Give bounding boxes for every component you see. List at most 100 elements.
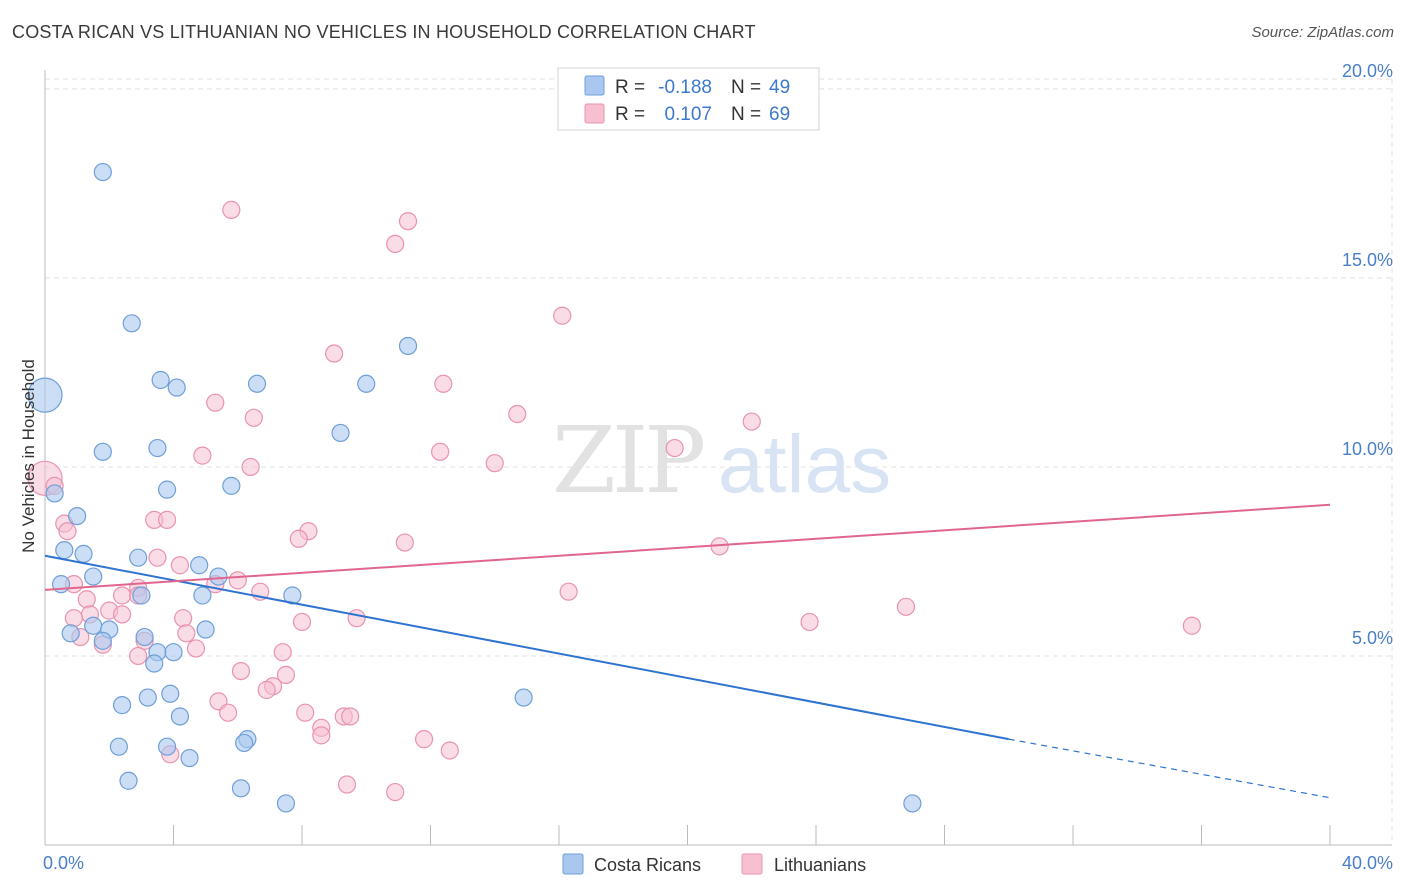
costa-rican-points: [27, 162, 922, 813]
lithuanian-points: [27, 200, 1201, 802]
lithuanian-point: [241, 457, 260, 477]
bottom-legend-label: Costa Ricans: [594, 855, 701, 875]
costa-rican-point: [209, 567, 228, 586]
bottom-legend-swatch-pink: [741, 853, 763, 875]
costa-rican-point: [119, 771, 138, 790]
costa-rican-point: [514, 688, 533, 707]
lithuanian-point: [296, 703, 315, 722]
lithuanian-point: [434, 374, 453, 393]
legend-r-label: R =: [615, 77, 645, 98]
costa-rican-point: [331, 423, 350, 443]
costa-rican-point: [61, 624, 80, 643]
x-tick-label: 0.0%: [43, 853, 84, 873]
costa-rican-point: [84, 616, 103, 635]
lithuanian-point: [896, 597, 916, 616]
y-tick-label: 20.0%: [1342, 61, 1393, 81]
lithuanian-point: [341, 707, 360, 726]
lithuanian-point: [347, 609, 366, 628]
lithuanian-point: [292, 612, 312, 632]
lithuanian-point: [112, 586, 132, 605]
lithuanian-point: [414, 730, 434, 749]
costa-rican-point: [74, 544, 93, 564]
costa-rican-point: [109, 737, 128, 756]
watermark-atlas: atlas: [718, 419, 891, 510]
lithuanian-point: [398, 212, 418, 231]
y-tick-label: 10.0%: [1342, 439, 1393, 459]
x-tick-label: 40.0%: [1342, 853, 1393, 873]
costa-rican-point: [135, 627, 154, 647]
lithuanian-point: [170, 556, 190, 575]
costa-rican-point: [283, 586, 302, 605]
legend-swatch-blue: [584, 75, 605, 96]
lithuanian-point: [553, 306, 572, 325]
lithuanian-point: [289, 529, 308, 548]
axes: 5.0% 10.0% 15.0% 20.0% 0.0% 40.0%: [43, 61, 1393, 873]
costa-rican-point: [193, 586, 212, 605]
costa-rican-point: [164, 643, 183, 662]
lithuanian-point: [665, 438, 684, 458]
costa-rican-point: [235, 733, 254, 753]
y-tick-label: 15.0%: [1342, 250, 1393, 270]
costa-rican-point: [138, 688, 157, 707]
legend-r-value: 0.107: [664, 104, 712, 125]
lithuanian-point: [157, 510, 177, 529]
lithuanian-trend-line: [44, 503, 1331, 591]
costa-rican-point: [170, 707, 190, 726]
costa-rican-point: [132, 586, 151, 605]
legend-swatch-pink: [584, 103, 605, 124]
costa-rican-point: [68, 506, 87, 526]
costa-rican-point: [222, 476, 241, 495]
grid: [45, 78, 1393, 845]
costa-rican-point: [903, 794, 922, 813]
costa-rican-point: [157, 737, 177, 756]
legend-n-label: N =: [731, 104, 761, 125]
lithuanian-point: [228, 571, 247, 590]
costa-rican-point: [276, 794, 296, 813]
chart-title: COSTA RICAN VS LITHUANIAN NO VEHICLES IN…: [12, 22, 756, 42]
costa-rican-point: [247, 374, 267, 393]
y-axis-label: No Vehicles in Household: [19, 359, 38, 553]
lithuanian-point: [257, 680, 276, 700]
lithuanian-point: [219, 703, 238, 722]
lithuanian-point: [222, 200, 241, 219]
costa-rican-point: [84, 567, 103, 586]
costa-rican-point: [231, 779, 251, 798]
series-legend: Costa Ricans Lithuanians: [562, 853, 866, 875]
costa-rican-point: [398, 336, 418, 356]
lithuanian-point: [112, 605, 132, 624]
costa-rican-point: [151, 370, 170, 390]
lithuanian-point: [440, 741, 459, 760]
lithuanian-point: [1182, 616, 1201, 635]
costa-rican-point: [157, 480, 177, 499]
source-label: Source: ZipAtlas.com: [1251, 24, 1394, 41]
lithuanian-point: [325, 344, 344, 363]
costa-rican-point: [122, 314, 141, 333]
lithuanian-point: [148, 548, 167, 567]
lithuanian-point: [206, 393, 225, 412]
y-axis-title: No Vehicles in Household: [19, 359, 38, 553]
costa-rican-trend-extension: [1008, 738, 1331, 799]
watermark-zip: ZIP: [552, 407, 703, 514]
lithuanian-point: [174, 609, 193, 628]
lithuanian-point: [58, 522, 77, 541]
lithuanian-point: [276, 665, 296, 684]
lithuanian-point: [485, 454, 504, 473]
costa-rican-point: [93, 442, 112, 461]
costa-rican-point: [357, 374, 376, 393]
lithuanian-point: [559, 582, 578, 601]
costa-rican-point: [190, 556, 209, 575]
lithuanian-point: [177, 624, 196, 643]
legend-n-value: 49: [769, 77, 790, 98]
lithuanian-point: [77, 590, 96, 609]
lithuanian-point: [395, 533, 414, 552]
legend-r-label: R =: [615, 104, 645, 125]
lithuanian-point: [186, 639, 206, 658]
legend-n-label: N =: [731, 77, 761, 98]
lithuanian-point: [742, 412, 761, 431]
costa-rican-point: [93, 631, 112, 650]
watermark: ZIP atlas: [552, 407, 891, 514]
legend-n-value: 69: [769, 104, 790, 125]
trend-lines: [44, 503, 1331, 799]
lithuanian-point: [431, 442, 450, 461]
